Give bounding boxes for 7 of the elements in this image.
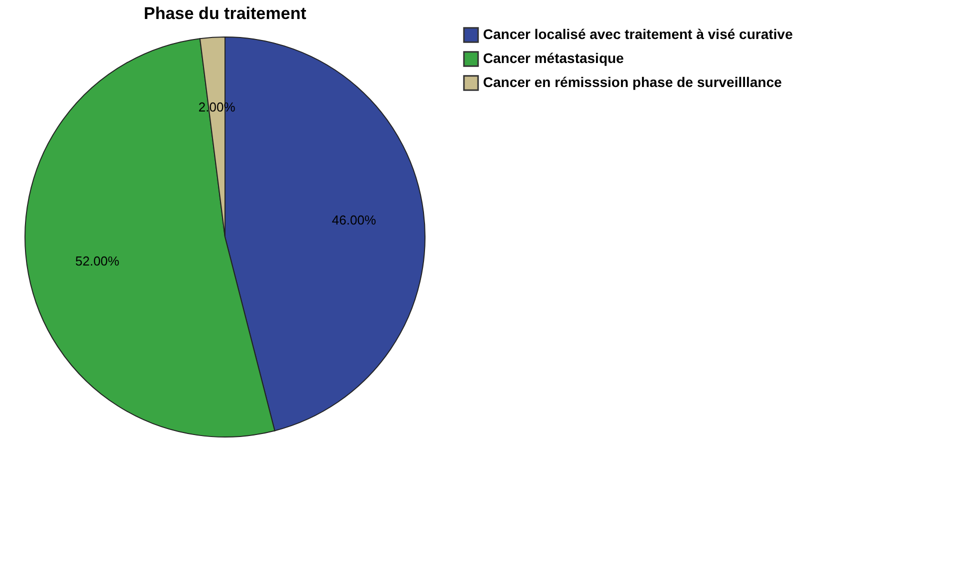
legend-label: Cancer localisé avec traitement à visé curative — [483, 26, 793, 42]
data-label: 2.00% — [198, 99, 236, 114]
data-label: 46.00% — [332, 212, 376, 228]
chart-title: Phase du traitement — [144, 4, 307, 23]
legend-label: Cancer en rémisssion phase de surveilllance — [483, 74, 782, 90]
legend-label: Cancer métastasique — [483, 50, 624, 66]
data-label: 52.00% — [75, 253, 120, 268]
